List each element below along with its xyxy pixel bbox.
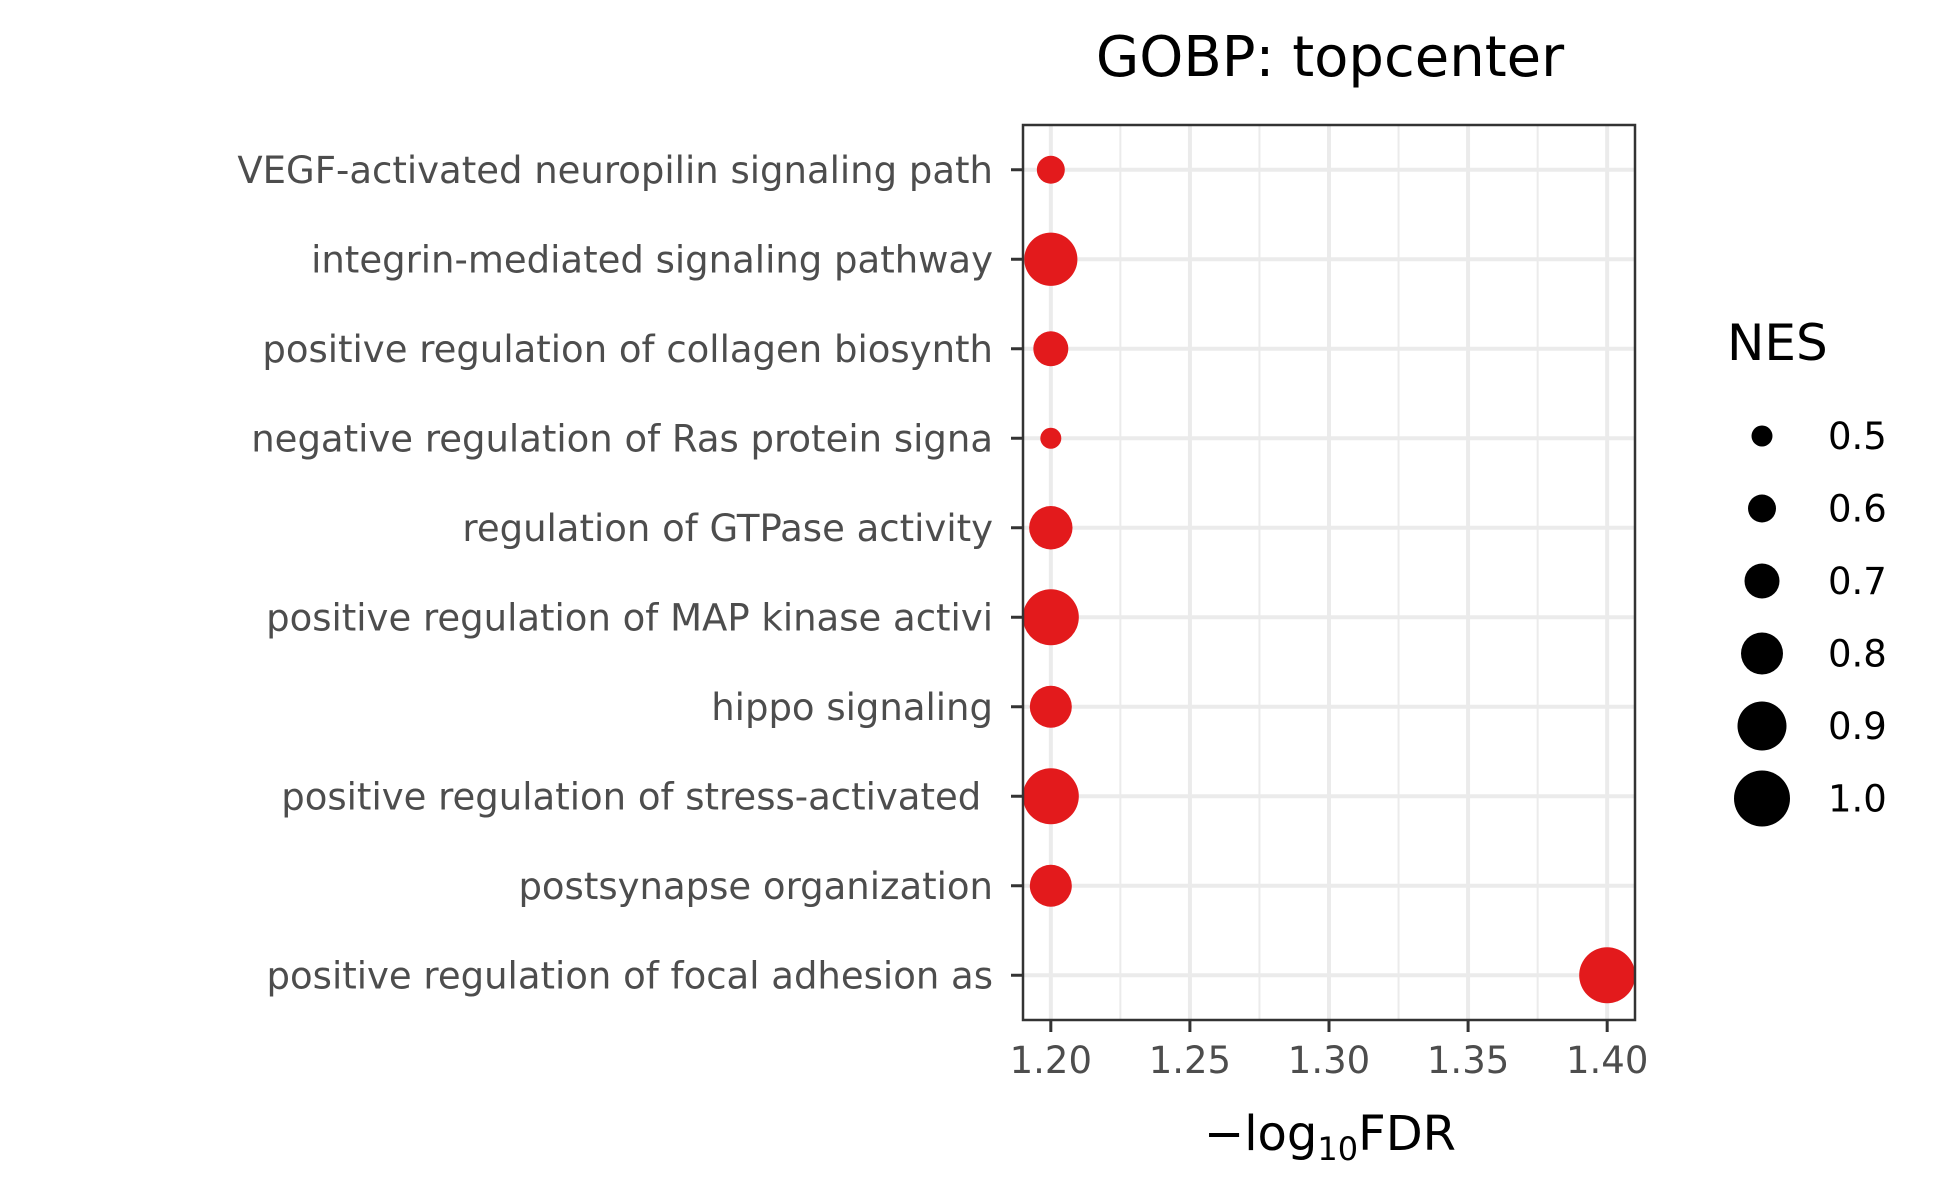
- data-point: [1033, 331, 1069, 367]
- legend-key: [1744, 563, 1780, 599]
- y-tick-label: positive regulation of MAP kinase activi: [266, 596, 993, 639]
- chart-title: GOBP: topcenter: [1096, 25, 1565, 90]
- legend-label: 1.0: [1828, 778, 1887, 821]
- legend-label: 0.7: [1828, 560, 1887, 603]
- x-axis-label-subscript: 10: [1317, 1130, 1358, 1168]
- x-tick-label: 1.20: [1010, 1039, 1092, 1082]
- data-point: [1029, 864, 1072, 907]
- y-tick-label: negative regulation of Ras protein signa: [251, 417, 993, 460]
- y-tick-label: positive regulation of stress-activated: [281, 775, 993, 818]
- legend-key: [1748, 494, 1776, 523]
- y-tick-label: positive regulation of collagen biosynth: [262, 328, 993, 371]
- legend-key: [1734, 770, 1790, 827]
- legend-label: 0.9: [1828, 705, 1887, 748]
- legend-items: 0.5 0.6 0.7 0.8 0.9 1.0: [1734, 415, 1887, 827]
- x-axis-label: −log10FDR: [1204, 1106, 1456, 1168]
- y-axis: VEGF-activated neuropilin signaling path…: [237, 149, 1023, 997]
- legend-label: 0.6: [1828, 488, 1887, 531]
- legend-label: 0.5: [1828, 415, 1887, 458]
- legend-label: 0.8: [1828, 633, 1887, 676]
- plot-panel: [1021, 123, 1637, 1022]
- x-axis-label-prefix: −log: [1204, 1106, 1317, 1162]
- x-tick-label: 1.35: [1427, 1039, 1509, 1082]
- y-tick-label: regulation of GTPase activity: [462, 507, 993, 550]
- x-tick-label: 1.30: [1288, 1039, 1370, 1082]
- y-tick-label: hippo signaling: [711, 686, 993, 729]
- data-point: [1040, 427, 1062, 449]
- y-tick-label: postsynapse organization: [518, 865, 993, 908]
- data-point: [1024, 232, 1078, 286]
- y-tick-label: integrin-mediated signaling pathway: [311, 238, 993, 281]
- data-point: [1022, 768, 1079, 825]
- data-point: [1029, 506, 1073, 550]
- x-tick-label: 1.40: [1566, 1039, 1648, 1082]
- data-point: [1022, 589, 1079, 646]
- legend-key: [1741, 632, 1783, 675]
- grid-lines: [1023, 125, 1635, 1020]
- size-legend: NES 0.5 0.6 0.7 0.8 0.9 1.0: [1727, 314, 1887, 827]
- data-point: [1029, 685, 1072, 728]
- x-axis: 1.20 1.25 1.30 1.35 1.40: [1010, 1020, 1648, 1082]
- legend-key: [1751, 425, 1773, 447]
- legend-key: [1737, 701, 1787, 751]
- data-point: [1036, 155, 1065, 184]
- legend-title: NES: [1727, 314, 1828, 372]
- data-point: [1579, 947, 1636, 1004]
- y-tick-label: positive regulation of focal adhesion as: [267, 954, 993, 997]
- data-points: [1022, 155, 1636, 1004]
- y-tick-label: VEGF-activated neuropilin signaling path: [237, 149, 993, 192]
- x-tick-label: 1.25: [1149, 1039, 1231, 1082]
- x-axis-label-suffix: FDR: [1358, 1106, 1456, 1162]
